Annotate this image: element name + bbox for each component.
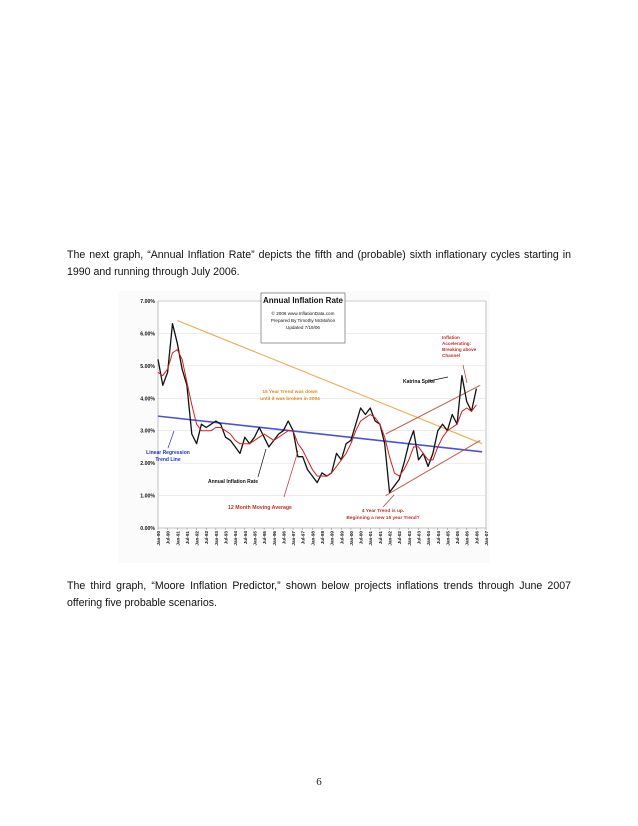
annotation-inflation-accelerating: Inflation (442, 335, 460, 340)
chart-title: Annual Inflation Rate (263, 296, 344, 305)
y-tick-label: 7.00% (140, 299, 155, 305)
annotation-annual-inflation-rate: Annual Inflation Rate (208, 479, 258, 485)
x-tick-label: Jan-96 (272, 531, 277, 546)
x-tick-label: Jan-93 (214, 531, 219, 546)
x-tick-label: Jan-06 (465, 531, 470, 546)
x-tick-label: Jul-94 (243, 531, 248, 545)
annotation-katrina-spike: Katrina Spike (403, 379, 435, 385)
x-tick-label: Jan-00 (349, 531, 354, 546)
y-tick-label: 2.00% (140, 461, 155, 467)
x-tick-label: Jul-90 (166, 531, 171, 545)
x-tick-label: Jan-01 (368, 531, 373, 546)
x-tick-label: Jul-04 (436, 531, 441, 545)
annotation-15-year-trend: until it was broken in 2004 (260, 396, 320, 402)
trend-line (177, 319, 483, 445)
title-box-line: Updated 7/19/06 (286, 325, 320, 330)
x-tick-label: Jan-98 (310, 531, 315, 546)
x-tick-label: Jul-92 (204, 531, 209, 545)
annotation-moving-average: 12 Month Moving Average (228, 505, 292, 511)
x-tick-label: Jul-02 (397, 531, 402, 545)
annual-inflation-chart: 0.00% 1.00% 2.00% 3.00% 4.00% 5.00% 6.00% 7.00%… (118, 291, 490, 563)
y-tick-label: 6.00% (140, 331, 155, 337)
annotation-4-year-trend: 4 Year Trend is up. (362, 508, 404, 514)
x-tick-label: Jul-91 (185, 531, 190, 545)
x-tick-label: Jan-03 (407, 531, 412, 546)
x-tick-label: Jul-06 (474, 531, 479, 545)
annotation-linear-regression: Trend Line (155, 457, 181, 463)
y-tick-label: 5.00% (140, 364, 155, 370)
y-tick-label: 0.00% (140, 526, 155, 532)
annotation-inflation-accelerating: Channel (442, 353, 460, 358)
x-tick-label: Jul-98 (320, 531, 325, 545)
x-tick-label: Jul-96 (281, 531, 286, 545)
x-tick-label: Jan-94 (233, 531, 238, 546)
annotation-linear-regression: Linear Regression (146, 450, 190, 456)
x-tick-label: Jul-01 (378, 531, 383, 545)
x-tick-label: Jan-04 (426, 531, 431, 546)
series-line (157, 349, 477, 477)
x-tick-label: Jul-05 (455, 531, 460, 545)
x-tick-label: Jan-95 (252, 531, 257, 546)
x-tick-label: Jan-92 (195, 531, 200, 546)
y-tick-label: 3.00% (140, 429, 155, 435)
title-box (260, 292, 346, 344)
x-tick-label: Jan-90 (156, 531, 161, 546)
annotation-arrow (462, 364, 468, 384)
x-tick-label: Jan-97 (291, 531, 296, 546)
x-tick-label: Jul-97 (301, 531, 306, 545)
x-tick-label: Jan-07 (484, 531, 489, 546)
x-tick-label: Jan-91 (175, 531, 180, 546)
x-tick-label: Jul-93 (224, 531, 229, 545)
x-tick-label: Jul-95 (262, 531, 267, 545)
y-tick-label: 1.00% (140, 494, 155, 500)
trend-line (157, 415, 483, 453)
paragraph-annual-inflation-intro: The next graph, “Annual Inflation Rate” … (67, 249, 571, 278)
annotation-inflation-accelerating: Breaking above (442, 347, 477, 352)
x-tick-label: Jul-03 (416, 531, 421, 545)
title-box-line: © 2006 www.InflationData.com (272, 310, 335, 316)
trend-line (385, 384, 481, 435)
annotation-4-year-trend: Beginning a new 15 year Trend? (346, 515, 419, 521)
annotation-arrow (167, 430, 175, 449)
x-tick-label: Jul-99 (339, 531, 344, 545)
x-tick-label: Jul-00 (359, 531, 364, 545)
x-tick-label: Jan-02 (388, 531, 393, 546)
y-tick-label: 4.00% (140, 396, 155, 402)
annotation-arrow (382, 494, 395, 508)
x-tick-label: Jan-99 (330, 531, 335, 546)
annotation-arrow (428, 376, 449, 382)
annotation-15-year-trend: 15 Year Trend was down (262, 389, 317, 395)
annual-inflation-chart-figure: 0.00% 1.00% 2.00% 3.00% 4.00% 5.00% 6.00% 7.00%… (118, 291, 490, 563)
title-box-line: Prepared By Timothy McMahon (271, 318, 336, 323)
annotation-inflation-accelerating: Accelerating: (442, 341, 472, 346)
paragraph-moore-predictor-intro: The third graph, “Moore Inflation Predic… (67, 580, 571, 609)
x-tick-label: Jan-05 (445, 531, 450, 546)
annotation-arrow (257, 448, 267, 478)
page-number: 6 (316, 776, 322, 788)
annotation-arrow (283, 450, 299, 498)
trend-line (385, 439, 481, 497)
